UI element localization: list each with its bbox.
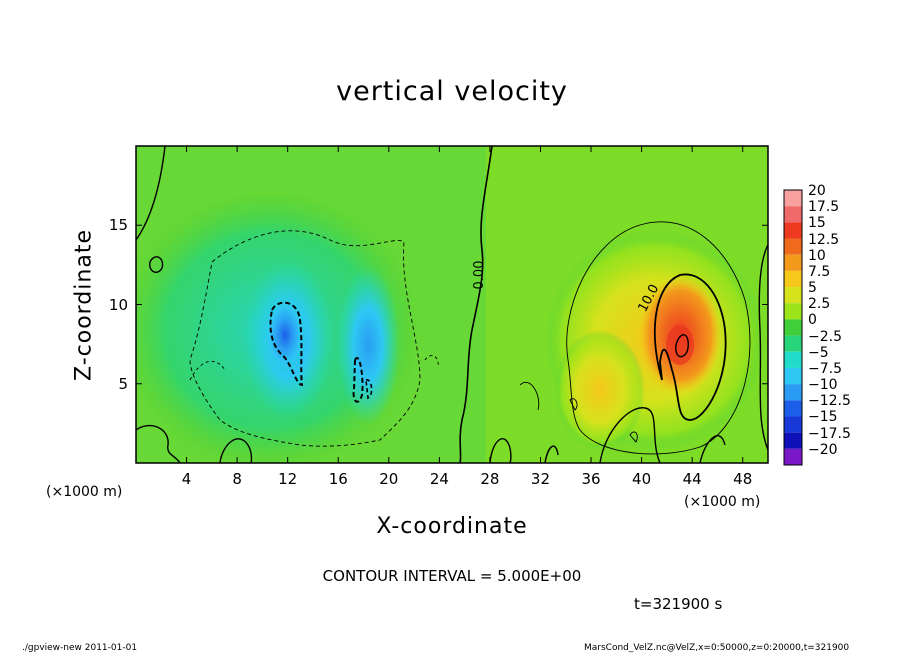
colorbar-label: 2.5 xyxy=(808,296,831,313)
zero-contour-bottom-left xyxy=(136,425,181,463)
colorbar-swatch xyxy=(784,432,802,449)
colorbar-label: −5 xyxy=(808,344,829,361)
colorbar-swatch xyxy=(784,222,802,239)
colorbar-label: 5 xyxy=(808,280,817,297)
colorbar-frame xyxy=(783,189,803,466)
x-tick-label: 20 xyxy=(379,470,399,488)
colorbar-label: 12.5 xyxy=(808,231,840,248)
colorbar-label: 20 xyxy=(808,183,826,199)
colorbar-label: 0 xyxy=(808,312,817,329)
colorbar-swatch xyxy=(784,448,802,465)
updraft-max xyxy=(666,325,694,365)
footer-right: MarsCond_VelZ.nc@VelZ,x=0:50000,z=0:2000… xyxy=(584,643,850,653)
colorbar-swatch xyxy=(784,287,802,304)
x-tick-label: 40 xyxy=(632,470,652,488)
colorbar-swatch xyxy=(784,206,802,223)
colorbar-swatch xyxy=(784,303,802,320)
x-tick-label: 32 xyxy=(530,470,551,488)
x-unit-label-right: (×1000 m) xyxy=(684,494,761,510)
colorbar-label: 7.5 xyxy=(808,263,831,280)
x-tick-label: 24 xyxy=(429,470,449,488)
colorbar-label: 10 xyxy=(808,247,826,264)
colorbar xyxy=(783,189,803,466)
colorbar-label: −17.5 xyxy=(808,425,851,442)
x-tick-label: 12 xyxy=(278,470,298,488)
x-tick-label: 48 xyxy=(733,470,753,488)
colorbar-label: 17.5 xyxy=(808,199,840,216)
colorbar-label: −10 xyxy=(808,377,838,394)
colorbar-label: −12.5 xyxy=(808,393,851,410)
warm-region-lower xyxy=(555,330,645,450)
zero-contour-left xyxy=(136,146,166,241)
colorbar-swatch xyxy=(784,384,802,401)
x-tick-label: 4 xyxy=(181,470,192,488)
y-tick-label: 10 xyxy=(108,295,128,314)
y-tick-label: 5 xyxy=(118,374,128,393)
colorbar-swatch xyxy=(784,319,802,336)
colorbar-label: −7.5 xyxy=(808,360,842,377)
y-tick-label: 15 xyxy=(108,216,128,235)
chart-title: vertical velocity xyxy=(336,76,568,107)
colorbar-swatch xyxy=(784,190,802,207)
footer-left: ./gpview-new 2011-01-01 xyxy=(22,643,138,653)
x-axis-label: X-coordinate xyxy=(376,514,528,539)
colorbar-swatch xyxy=(784,335,802,352)
contour-interval-text: CONTOUR INTERVAL = 5.000E+00 xyxy=(322,567,582,585)
colorbar-label: −15 xyxy=(808,409,838,426)
colorbar-label: −20 xyxy=(808,441,838,458)
time-stamp: t=321900 s xyxy=(634,595,723,613)
x-unit-label-left: (×1000 m) xyxy=(46,484,123,500)
downdraft-core-2 xyxy=(336,265,400,425)
heatmap-field xyxy=(136,146,768,463)
y-tick-marks xyxy=(136,224,768,385)
x-tick-label: 16 xyxy=(328,470,348,488)
x-tick-label: 28 xyxy=(480,470,500,488)
colorbar-label: −2.5 xyxy=(808,328,842,345)
colorbar-swatch xyxy=(784,254,802,271)
colorbar-swatch xyxy=(784,367,802,385)
colorbar-swatch xyxy=(784,351,802,368)
x-tick-label: 8 xyxy=(232,470,242,488)
neg-ten-contour xyxy=(269,301,304,387)
x-tick-label: 44 xyxy=(682,470,702,488)
zero-contour-main xyxy=(459,146,493,463)
neg-five-contour xyxy=(189,230,421,447)
x-tick-label: 36 xyxy=(581,470,601,488)
colorbar-swatch xyxy=(784,270,802,288)
colorbar-swatch xyxy=(784,400,802,417)
y-axis-label: Z-coordinate xyxy=(71,229,97,381)
ten-contour xyxy=(653,273,727,421)
colorbar-swatch xyxy=(784,416,802,433)
colorbar-label: 15 xyxy=(808,215,826,232)
downdraft-core-1 xyxy=(263,295,307,375)
zero-contour-small xyxy=(149,256,164,273)
colorbar-swatch xyxy=(784,238,802,255)
x-tick-marks xyxy=(186,146,744,463)
contour-lines xyxy=(136,146,768,463)
five-contour xyxy=(566,221,751,455)
contour-label-zero: 0.00 xyxy=(472,261,487,290)
